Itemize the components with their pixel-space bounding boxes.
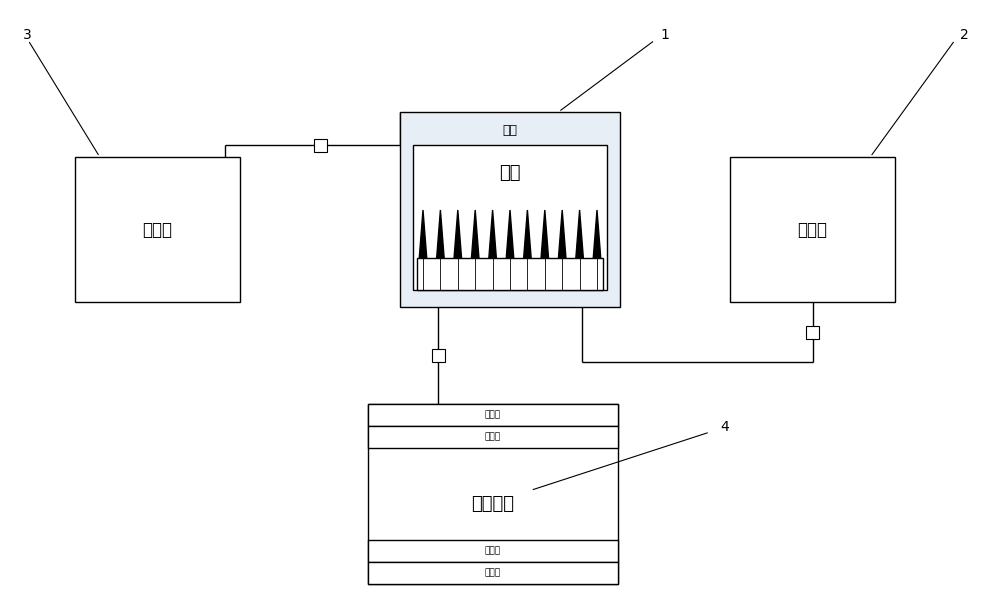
Polygon shape xyxy=(541,210,549,258)
Text: 滤池: 滤池 xyxy=(503,124,518,136)
Bar xyxy=(413,145,607,290)
Polygon shape xyxy=(593,210,601,258)
Polygon shape xyxy=(558,210,566,258)
Bar xyxy=(432,349,444,362)
Bar xyxy=(730,157,895,302)
Text: 曙气风机: 曙气风机 xyxy=(472,495,514,513)
Polygon shape xyxy=(489,210,496,258)
Polygon shape xyxy=(524,210,531,258)
Text: 气水管道系统: 气水管道系统 xyxy=(492,269,528,279)
Bar xyxy=(75,157,240,302)
Bar xyxy=(368,562,618,584)
Text: 消声器: 消声器 xyxy=(485,547,501,556)
Text: 1: 1 xyxy=(660,28,669,42)
Bar xyxy=(368,404,618,426)
Text: 隔声罩: 隔声罩 xyxy=(485,569,501,578)
Polygon shape xyxy=(576,210,583,258)
Text: 隔声罩: 隔声罩 xyxy=(485,411,501,419)
Bar xyxy=(314,138,327,152)
Bar xyxy=(806,326,819,338)
Bar xyxy=(417,258,603,290)
Text: 清水池: 清水池 xyxy=(798,220,828,239)
Bar xyxy=(400,112,620,307)
Bar xyxy=(368,540,618,562)
Bar xyxy=(368,426,618,448)
Text: 消声器: 消声器 xyxy=(485,433,501,441)
Polygon shape xyxy=(437,210,444,258)
Text: 2: 2 xyxy=(960,28,969,42)
Polygon shape xyxy=(419,210,427,258)
Text: 废水池: 废水池 xyxy=(143,220,173,239)
Text: 3: 3 xyxy=(23,28,32,42)
Polygon shape xyxy=(506,210,514,258)
Bar xyxy=(368,404,618,584)
Polygon shape xyxy=(454,210,462,258)
Polygon shape xyxy=(471,210,479,258)
Text: 滤料: 滤料 xyxy=(499,164,521,182)
Text: 4: 4 xyxy=(720,420,729,434)
